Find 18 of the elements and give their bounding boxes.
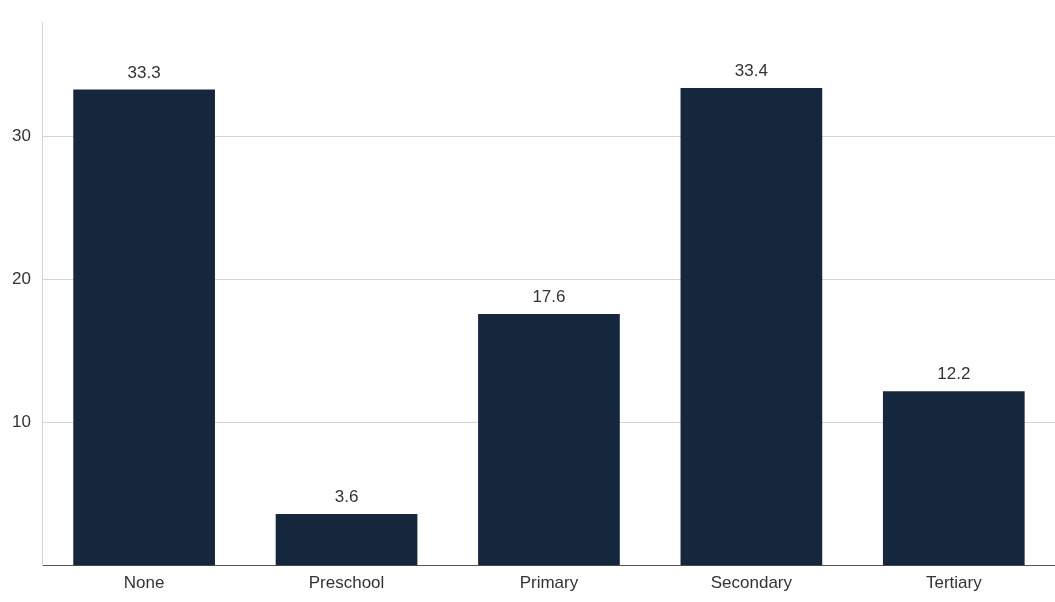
y-tick-label: 10 bbox=[11, 412, 31, 432]
data-label: 17.6 bbox=[532, 287, 566, 307]
bar bbox=[478, 313, 620, 566]
data-label: 33.3 bbox=[127, 62, 161, 82]
y-tick-label: 20 bbox=[11, 269, 31, 289]
x-tick-label: Secondary bbox=[710, 573, 793, 593]
data-label: 12.2 bbox=[937, 364, 971, 384]
x-tick-label: Preschool bbox=[308, 573, 385, 593]
bar bbox=[73, 89, 215, 566]
data-label: 3.6 bbox=[334, 487, 359, 507]
y-tick-label: 30 bbox=[11, 126, 31, 146]
bar bbox=[275, 514, 418, 566]
bar bbox=[882, 391, 1025, 566]
bar bbox=[680, 87, 823, 566]
x-tick-label: Primary bbox=[519, 573, 579, 593]
x-tick-label: Tertiary bbox=[925, 573, 983, 593]
x-tick-label: None bbox=[123, 573, 165, 593]
data-label: 33.4 bbox=[734, 61, 768, 81]
